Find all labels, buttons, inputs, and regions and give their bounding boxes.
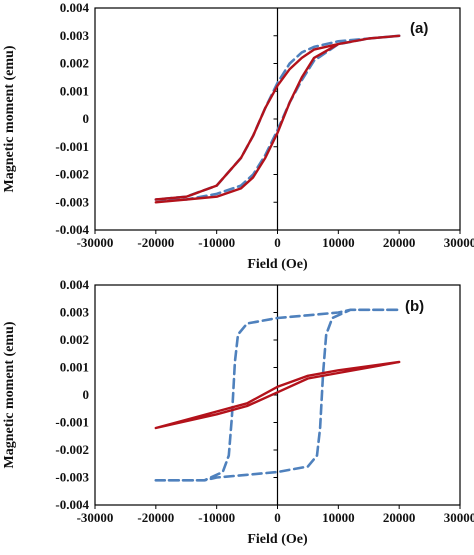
x-axis-title-0: Field (Oe) (247, 257, 308, 272)
x-tick-label-0-3: 0 (274, 235, 281, 250)
x-tick-label-1-2: -10000 (198, 510, 235, 525)
y-tick-label-1-0: 0.004 (60, 277, 90, 292)
y-tick-label-1-8: -0.004 (55, 497, 89, 512)
y-tick-label-1-4: 0 (83, 387, 90, 402)
y-axis-title-0: Magnetic moment (emu) (2, 45, 17, 192)
x-tick-label-0-2: -10000 (198, 235, 235, 250)
series-line-0-1 (154, 34, 401, 204)
y-tick-label-1-2: 0.002 (60, 332, 89, 347)
y-tick-label-0-6: -0.002 (55, 167, 89, 182)
y-tick-label-0-5: -0.001 (55, 139, 89, 154)
y-tick-label-1-6: -0.002 (55, 442, 89, 457)
x-axis-title-1: Field (Oe) (247, 532, 308, 547)
x-tick-label-1-1: -20000 (137, 510, 174, 525)
y-tick-label-1-7: -0.003 (55, 470, 89, 485)
y-tick-label-0-1: 0.003 (60, 28, 90, 43)
y-tick-label-1-1: 0.003 (60, 305, 90, 320)
x-tick-label-0-1: -20000 (137, 235, 174, 250)
y-tick-label-0-7: -0.003 (55, 194, 89, 209)
series-line-1-0 (154, 308, 401, 482)
x-tick-label-1-3: 0 (274, 510, 281, 525)
x-tick-label-0-4: 10000 (322, 235, 355, 250)
y-tick-label-0-8: -0.004 (55, 222, 89, 237)
y-tick-label-1-3: 0.001 (60, 360, 89, 375)
x-tick-label-1-6: 30000 (444, 510, 474, 525)
y-tick-label-0-0: 0.004 (60, 0, 90, 15)
y-tick-label-1-5: -0.001 (55, 415, 89, 430)
series-line-1-1 (154, 360, 401, 430)
y-axis-title-1: Magnetic moment (emu) (2, 321, 17, 468)
x-tick-label-1-0: -30000 (77, 510, 114, 525)
panel-label-0: (a) (410, 20, 428, 37)
x-tick-label-0-5: 20000 (383, 235, 416, 250)
x-tick-label-0-6: 30000 (444, 235, 474, 250)
x-tick-label-1-4: 10000 (322, 510, 355, 525)
y-tick-label-0-3: 0.001 (60, 83, 89, 98)
panel-label-1: (b) (405, 298, 424, 315)
x-tick-label-1-5: 20000 (383, 510, 416, 525)
y-tick-label-0-2: 0.002 (60, 56, 89, 71)
x-tick-label-0-0: -30000 (77, 235, 114, 250)
y-tick-label-0-4: 0 (83, 111, 90, 126)
